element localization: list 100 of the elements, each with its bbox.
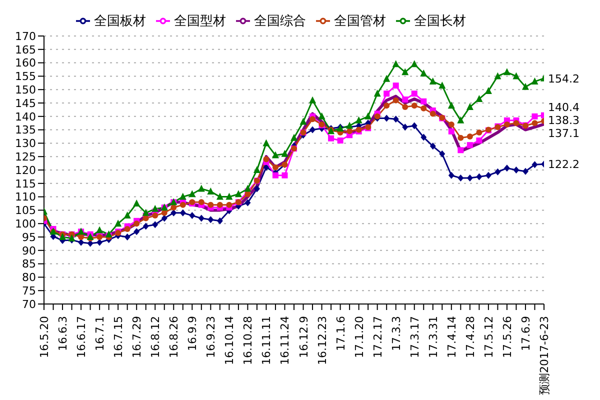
point: [198, 214, 204, 222]
point: [59, 233, 66, 240]
point: [532, 120, 538, 126]
point: [429, 78, 436, 85]
x-tick-label: 17.4.28: [464, 316, 477, 358]
point: [411, 102, 418, 109]
point: [402, 96, 408, 103]
point: [466, 103, 474, 110]
point: [438, 82, 446, 89]
y-tick-label: 135: [15, 124, 36, 137]
y-tick-label: 80: [22, 271, 36, 284]
point: [142, 208, 150, 216]
x-tick-label: 16.9.9: [186, 316, 200, 351]
y-tick-label: 85: [22, 258, 36, 271]
x-tick-label: 16.6.3: [56, 316, 70, 351]
y-tick-label: 150: [15, 84, 36, 97]
point: [262, 139, 270, 146]
point: [328, 135, 334, 142]
point: [346, 128, 353, 134]
point: [180, 209, 186, 216]
y-tick-label: 75: [22, 284, 36, 298]
point: [485, 172, 492, 179]
data-label: 122.2: [548, 158, 580, 172]
y-tick-label: 110: [15, 190, 36, 204]
point: [430, 142, 436, 150]
point: [439, 150, 446, 158]
y-tick-label: 160: [15, 56, 36, 70]
point: [448, 102, 455, 109]
y-tick-label: 95: [22, 230, 36, 244]
x-tick-label: 17.5.26: [500, 316, 514, 358]
x-tick-label: 17.3.3: [390, 316, 403, 351]
point: [532, 161, 538, 168]
point: [198, 184, 205, 192]
point: [420, 105, 427, 112]
point: [179, 192, 186, 200]
y-tick-label: 70: [22, 298, 36, 311]
y-tick-label: 130: [15, 137, 36, 150]
point: [216, 202, 223, 208]
point: [476, 129, 482, 136]
point: [337, 138, 344, 144]
point: [105, 230, 112, 238]
point: [522, 168, 528, 175]
point: [458, 134, 464, 141]
point: [114, 220, 122, 227]
point: [374, 113, 380, 120]
point: [476, 138, 482, 144]
point: [188, 190, 196, 198]
point: [364, 112, 372, 120]
point: [152, 212, 158, 219]
point: [170, 204, 177, 211]
point: [512, 72, 520, 80]
point: [124, 234, 130, 240]
point: [78, 238, 84, 246]
point: [309, 96, 316, 104]
point: [96, 234, 103, 240]
point: [134, 220, 140, 227]
point: [484, 86, 492, 94]
point: [226, 192, 233, 200]
legend-label: 全国型材: [174, 14, 226, 29]
x-tick-label: 16.12.23: [316, 316, 329, 365]
point: [402, 68, 409, 76]
point: [503, 68, 510, 76]
point: [476, 94, 483, 102]
y-tick-label: 105: [15, 204, 36, 218]
point: [383, 74, 390, 82]
y-tick-label: 170: [15, 30, 36, 43]
point: [226, 202, 232, 208]
point: [124, 226, 130, 232]
y-tick-label: 115: [15, 177, 36, 190]
point: [207, 187, 214, 194]
data-label: 138.3: [548, 114, 580, 128]
x-tick-label: 16.9.23: [204, 316, 218, 358]
point: [234, 190, 242, 198]
legend-label: 全国板材: [94, 14, 146, 29]
point: [476, 173, 482, 180]
point: [355, 116, 362, 124]
point: [384, 90, 390, 97]
point: [96, 238, 103, 246]
point: [272, 172, 278, 178]
point: [410, 60, 418, 68]
point: [448, 121, 454, 128]
point: [208, 202, 214, 208]
point: [458, 174, 464, 182]
data-label: 140.4: [548, 101, 580, 114]
point: [272, 164, 278, 170]
point: [392, 97, 399, 104]
x-tick-label: 17.1.6: [334, 316, 348, 351]
point: [430, 110, 436, 117]
point: [161, 214, 168, 222]
point: [310, 126, 316, 134]
point: [253, 166, 260, 173]
x-tick-label: 16.11.11: [260, 316, 274, 365]
point: [124, 212, 131, 219]
x-tick-label: 17.6.9: [519, 316, 532, 351]
point: [133, 200, 140, 206]
point: [374, 90, 381, 97]
point: [282, 172, 288, 178]
y-tick-label: 155: [15, 70, 36, 84]
point: [494, 168, 501, 176]
y-tick-label: 100: [15, 218, 36, 231]
